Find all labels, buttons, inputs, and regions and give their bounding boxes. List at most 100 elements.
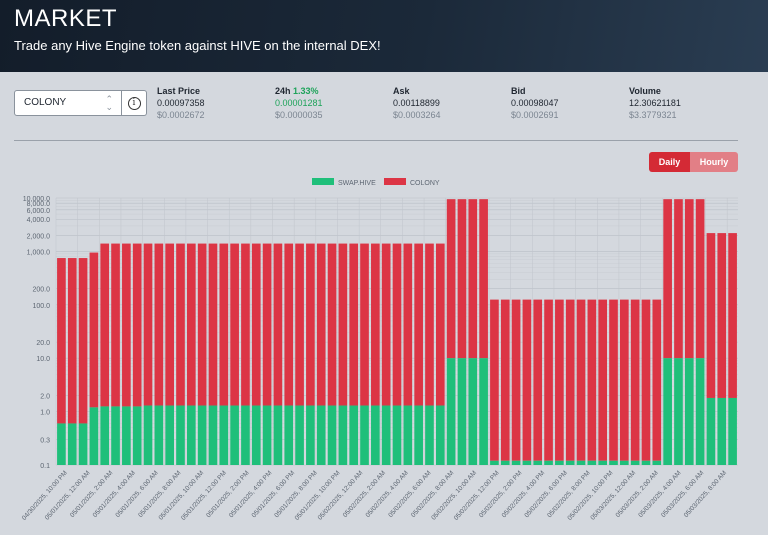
bar-colony <box>78 258 88 424</box>
bar-colony <box>197 243 207 406</box>
bar-colony <box>132 243 142 407</box>
bar-colony <box>349 243 359 406</box>
x-tick-label: 05/03/2025, 4:00 AM <box>637 470 682 519</box>
bar-swap-hive <box>728 397 737 465</box>
bar-swap-hive <box>67 423 77 465</box>
section-divider <box>14 140 738 141</box>
stat-label: 24h <box>275 86 291 96</box>
bar-colony <box>165 243 174 406</box>
bar-colony <box>652 299 662 461</box>
y-tick-label: 1,000.0 <box>27 249 50 256</box>
bar-colony <box>327 243 337 406</box>
bar-swap-hive <box>381 405 391 465</box>
bar-swap-hive <box>338 405 348 465</box>
bar-colony <box>414 243 423 406</box>
bar-colony <box>208 243 218 406</box>
page-subtitle: Trade any Hive Engine token against HIVE… <box>14 38 381 53</box>
bar-swap-hive <box>620 460 629 465</box>
bar-colony <box>674 199 683 359</box>
stat-bid: Bid 0.00098047 $0.0002691 <box>511 85 559 121</box>
bar-colony <box>241 243 250 406</box>
stat-value: 12.30621181 <box>629 98 681 108</box>
bar-swap-hive <box>273 405 283 465</box>
bar-swap-hive <box>176 405 185 465</box>
hourly-toggle-button[interactable]: Hourly <box>690 152 738 172</box>
bar-colony <box>403 243 413 406</box>
info-icon: i <box>127 96 141 110</box>
bar-colony <box>490 299 499 461</box>
x-tick-label: 05/02/2025, 8:00 AM <box>410 470 455 519</box>
bar-swap-hive <box>360 405 369 465</box>
y-tick-label: 0.1 <box>40 463 50 470</box>
bar-swap-hive <box>555 460 564 465</box>
token-info-button[interactable]: i <box>122 90 147 116</box>
stat-last-price: Last Price 0.00097358 $0.0002672 <box>157 85 205 121</box>
bar-swap-hive <box>262 405 272 465</box>
page-title: MARKET <box>14 5 118 32</box>
bar-colony <box>522 299 532 461</box>
bar-swap-hive <box>403 405 413 465</box>
bar-swap-hive <box>327 405 337 465</box>
bar-swap-hive <box>371 405 380 465</box>
y-tick-label: 10.0 <box>36 356 50 363</box>
stat-label: Volume <box>629 86 661 96</box>
stat-volume: Volume 12.30621181 $3.3779321 <box>629 85 681 121</box>
bar-swap-hive <box>522 460 532 465</box>
bar-colony <box>143 243 153 406</box>
token-select[interactable]: COLONY ⌃ ⌄ <box>14 90 122 116</box>
x-tick-label: 05/03/2025, 2:00 AM <box>615 470 660 519</box>
x-tick-label: 05/01/2025, 8:00 PM <box>273 470 319 520</box>
bar-colony <box>230 243 239 406</box>
bar-colony <box>122 243 131 407</box>
bar-colony <box>717 233 727 398</box>
bar-colony <box>598 299 608 461</box>
bar-swap-hive <box>457 358 467 465</box>
bar-colony <box>695 199 705 359</box>
daily-toggle-button[interactable]: Daily <box>649 152 690 172</box>
bar-swap-hive <box>414 405 423 465</box>
bar-colony <box>544 299 553 461</box>
bar-colony <box>295 243 304 406</box>
bar-colony <box>511 299 521 461</box>
y-tick-label: 2,000.0 <box>27 233 50 240</box>
bar-swap-hive <box>143 405 153 465</box>
bar-colony <box>435 243 445 406</box>
bar-colony <box>154 243 164 406</box>
stat-usd: $0.0002672 <box>157 110 205 120</box>
bar-colony <box>176 243 185 406</box>
bar-colony <box>284 243 294 406</box>
market-header: MARKET Trade any Hive Engine token again… <box>0 0 768 72</box>
bar-colony <box>533 299 543 461</box>
bar-swap-hive <box>652 460 662 465</box>
bar-colony <box>316 243 326 406</box>
y-tick-label: 10,000.0 <box>23 196 50 203</box>
bar-colony <box>468 199 478 359</box>
bar-swap-hive <box>511 460 521 465</box>
bar-colony <box>576 299 586 461</box>
bar-colony <box>728 233 737 398</box>
bar-swap-hive <box>598 460 608 465</box>
y-tick-label: 8,000.0 <box>27 201 50 208</box>
x-tick-label: 05/02/2025, 6:00 PM <box>523 470 569 520</box>
bar-swap-hive <box>500 460 510 465</box>
legend-label-swap-hive: SWAP.HIVE <box>338 180 376 187</box>
y-tick-label: 0.3 <box>40 438 50 445</box>
bar-swap-hive <box>565 460 575 465</box>
bar-swap-hive <box>57 423 66 465</box>
bar-swap-hive <box>479 358 488 465</box>
bar-swap-hive <box>435 405 445 465</box>
bar-swap-hive <box>295 405 304 465</box>
bar-colony <box>219 243 229 406</box>
bar-colony <box>371 243 380 406</box>
bar-swap-hive <box>186 405 196 465</box>
stat-usd: $0.0002691 <box>511 110 559 120</box>
bar-colony <box>186 243 196 406</box>
bar-colony <box>457 199 467 359</box>
stat-value: 0.00001281 <box>275 98 323 108</box>
bar-colony <box>663 199 672 359</box>
y-tick-label: 6,000.0 <box>27 208 50 215</box>
bar-swap-hive <box>111 406 120 465</box>
bar-swap-hive <box>89 407 99 465</box>
bar-swap-hive <box>316 405 326 465</box>
y-tick-label: 200.0 <box>32 287 50 294</box>
